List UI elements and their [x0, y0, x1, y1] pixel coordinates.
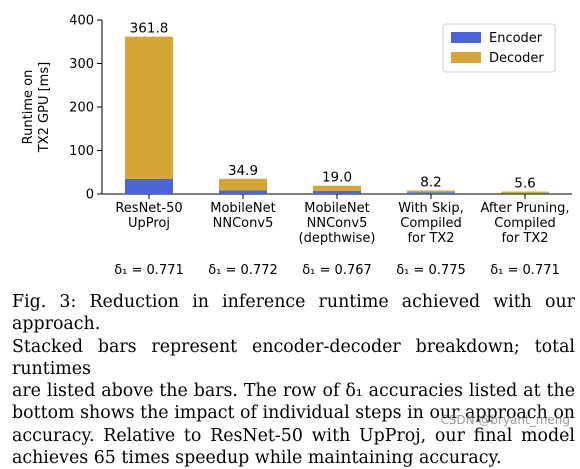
y-tick-label: 0 — [86, 188, 94, 203]
bar-encoder-segment — [219, 190, 267, 194]
bar-decoder-segment — [219, 178, 267, 191]
caption-line-5: accuracy. Relative to ResNet-50 with UpP… — [12, 425, 575, 446]
x-tick-label: With Skip, — [398, 201, 463, 216]
bar-encoder-segment — [313, 190, 361, 194]
y-axis-label-line: TX2 GPU [ms] — [37, 62, 52, 153]
bar-total-label: 361.8 — [130, 21, 169, 37]
legend-swatch-decoder — [451, 52, 481, 63]
watermark: CSDN @bryant_meng — [440, 413, 570, 427]
accuracy-label: δ₁ = 0.775 — [396, 263, 466, 278]
x-tick-label: MobileNet — [210, 201, 275, 216]
legend-swatch-encoder — [451, 32, 481, 43]
x-tick-label: Compiled — [494, 216, 555, 231]
caption-line-6: achieves 65 times speedup while maintain… — [12, 448, 502, 469]
figure-caption: Fig. 3: Reduction in inference runtime a… — [12, 291, 575, 469]
caption-line-2: Stacked bars represent encoder-decoder b… — [12, 336, 575, 379]
y-tick-label: 400 — [69, 14, 94, 29]
bar-decoder-segment — [125, 36, 173, 179]
bar-encoder-segment — [501, 192, 549, 194]
legend-label-encoder: Encoder — [489, 31, 543, 46]
caption-line-3: are listed above the bars. The row of δ₁… — [12, 381, 575, 402]
accuracy-label: δ₁ = 0.772 — [208, 263, 278, 278]
bar-total-label: 19.0 — [322, 170, 352, 186]
caption-line-4: bottom shows the impact of individual st… — [12, 403, 575, 424]
bar-encoder-segment — [407, 192, 455, 194]
x-tick-label: (depthwise) — [299, 231, 376, 246]
accuracy-label: δ₁ = 0.767 — [302, 263, 372, 278]
caption-line-1: Fig. 3: Reduction in inference runtime a… — [12, 292, 575, 335]
accuracy-label: δ₁ = 0.771 — [114, 263, 184, 278]
x-tick-label: Compiled — [400, 216, 461, 231]
legend-label-decoder: Decoder — [489, 51, 544, 66]
x-tick-label: NNConv5 — [307, 216, 368, 231]
x-tick-label: After Pruning, — [480, 201, 569, 216]
y-tick-label: 200 — [69, 101, 94, 116]
bar-total-label: 5.6 — [514, 176, 535, 192]
bar-decoder-segment — [313, 185, 361, 191]
x-tick-label: for TX2 — [501, 231, 548, 246]
x-tick-label: ResNet-50 — [115, 201, 182, 216]
y-tick-label: 300 — [69, 57, 94, 72]
bar-total-label: 8.2 — [420, 174, 441, 190]
x-tick-label: for TX2 — [407, 231, 454, 246]
x-tick-label: MobileNet — [304, 201, 369, 216]
accuracy-label: δ₁ = 0.771 — [490, 263, 560, 278]
stacked-bar-chart: 0 100 200 300 400 Runtime on TX2 GPU [ms] 361.8… — [21, 14, 572, 278]
bar-encoder-segment — [125, 178, 173, 194]
bar-decoder-segment — [501, 191, 549, 193]
y-tick-label: 100 — [69, 144, 94, 159]
x-tick-label: NNConv5 — [213, 216, 274, 231]
x-tick-label: UpProj — [128, 216, 170, 231]
bar-total-label: 34.9 — [228, 163, 258, 179]
y-axis-label-line: Runtime on — [21, 70, 36, 145]
bar-decoder-segment — [407, 190, 455, 193]
